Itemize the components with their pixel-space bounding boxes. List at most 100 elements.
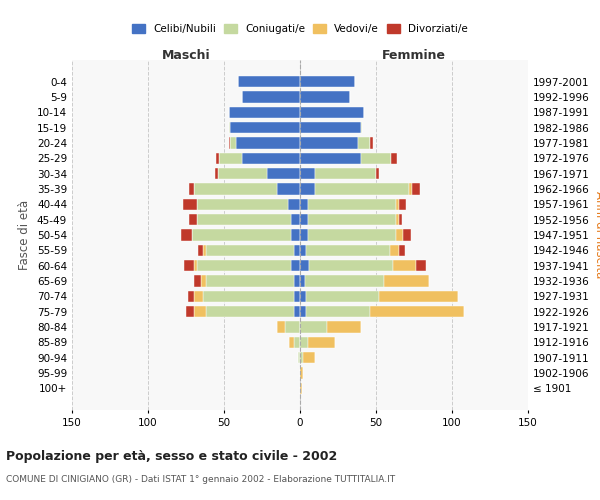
Bar xyxy=(300,368,303,379)
Bar xyxy=(206,306,294,318)
Bar xyxy=(300,152,361,164)
Bar xyxy=(361,122,362,134)
Bar xyxy=(300,382,302,394)
Bar xyxy=(300,168,315,179)
Bar xyxy=(201,276,206,287)
Bar xyxy=(305,276,383,287)
Bar xyxy=(194,276,201,287)
Bar xyxy=(391,152,397,164)
Bar xyxy=(294,306,300,318)
Bar xyxy=(300,290,306,302)
Bar xyxy=(194,183,277,194)
Bar xyxy=(308,336,335,348)
Bar xyxy=(294,336,300,348)
Bar xyxy=(300,229,308,241)
Bar xyxy=(300,106,364,118)
Bar xyxy=(300,260,309,272)
Bar xyxy=(236,137,300,148)
Bar xyxy=(315,183,409,194)
Bar xyxy=(203,290,294,302)
Bar xyxy=(206,244,294,256)
Bar xyxy=(300,214,308,226)
Bar xyxy=(361,152,391,164)
Bar xyxy=(183,198,197,210)
Bar xyxy=(303,352,315,364)
Text: COMUNE DI CINIGIANO (GR) - Dati ISTAT 1° gennaio 2002 - Elaborazione TUTTITALIA.: COMUNE DI CINIGIANO (GR) - Dati ISTAT 1°… xyxy=(6,475,395,484)
Bar xyxy=(308,214,396,226)
Bar xyxy=(229,122,230,134)
Bar xyxy=(289,336,294,348)
Bar xyxy=(294,290,300,302)
Bar xyxy=(409,183,412,194)
Bar xyxy=(358,137,370,148)
Bar xyxy=(291,229,300,241)
Bar xyxy=(308,198,396,210)
Bar xyxy=(197,260,291,272)
Bar xyxy=(218,168,266,179)
Bar xyxy=(229,137,230,148)
Bar xyxy=(189,183,194,194)
Bar xyxy=(396,229,403,241)
Bar xyxy=(186,306,194,318)
Text: Maschi: Maschi xyxy=(161,48,211,62)
Bar xyxy=(379,290,458,302)
Bar xyxy=(189,214,197,226)
Bar xyxy=(300,352,303,364)
Bar xyxy=(206,276,294,287)
Bar xyxy=(242,152,300,164)
Bar xyxy=(383,276,429,287)
Bar xyxy=(229,106,300,118)
Bar xyxy=(197,214,291,226)
Bar xyxy=(215,168,218,179)
Legend: Celibi/Nubili, Coniugati/e, Vedovi/e, Divorziati/e: Celibi/Nubili, Coniugati/e, Vedovi/e, Di… xyxy=(128,20,472,38)
Bar xyxy=(300,76,355,88)
Bar xyxy=(306,244,389,256)
Y-axis label: Fasce di età: Fasce di età xyxy=(19,200,31,270)
Bar xyxy=(315,168,376,179)
Bar xyxy=(194,306,206,318)
Bar xyxy=(389,244,399,256)
Bar xyxy=(294,276,300,287)
Bar xyxy=(242,91,300,102)
Bar xyxy=(300,183,315,194)
Bar xyxy=(217,152,220,164)
Bar xyxy=(198,244,203,256)
Bar xyxy=(370,306,464,318)
Bar xyxy=(309,260,393,272)
Bar xyxy=(328,322,361,333)
Bar xyxy=(300,198,308,210)
Bar xyxy=(399,214,402,226)
Bar xyxy=(412,183,420,194)
Bar xyxy=(300,244,306,256)
Bar xyxy=(194,290,203,302)
Bar xyxy=(230,137,236,148)
Bar xyxy=(277,183,300,194)
Bar xyxy=(300,306,306,318)
Bar xyxy=(184,260,194,272)
Bar xyxy=(294,244,300,256)
Bar xyxy=(238,76,300,88)
Bar xyxy=(308,229,396,241)
Bar xyxy=(306,290,379,302)
Bar xyxy=(300,336,308,348)
Bar xyxy=(291,214,300,226)
Bar xyxy=(220,152,242,164)
Y-axis label: Anni di nascita: Anni di nascita xyxy=(593,192,600,278)
Bar xyxy=(266,168,300,179)
Bar xyxy=(399,244,405,256)
Bar xyxy=(203,244,206,256)
Bar xyxy=(376,168,379,179)
Bar xyxy=(298,352,300,364)
Bar xyxy=(192,229,291,241)
Bar xyxy=(288,198,300,210)
Bar xyxy=(403,229,411,241)
Bar xyxy=(370,137,373,148)
Bar xyxy=(277,322,285,333)
Bar xyxy=(285,322,300,333)
Bar xyxy=(181,229,192,241)
Bar xyxy=(300,91,350,102)
Bar xyxy=(230,122,300,134)
Bar xyxy=(300,322,328,333)
Bar xyxy=(416,260,426,272)
Bar xyxy=(300,122,361,134)
